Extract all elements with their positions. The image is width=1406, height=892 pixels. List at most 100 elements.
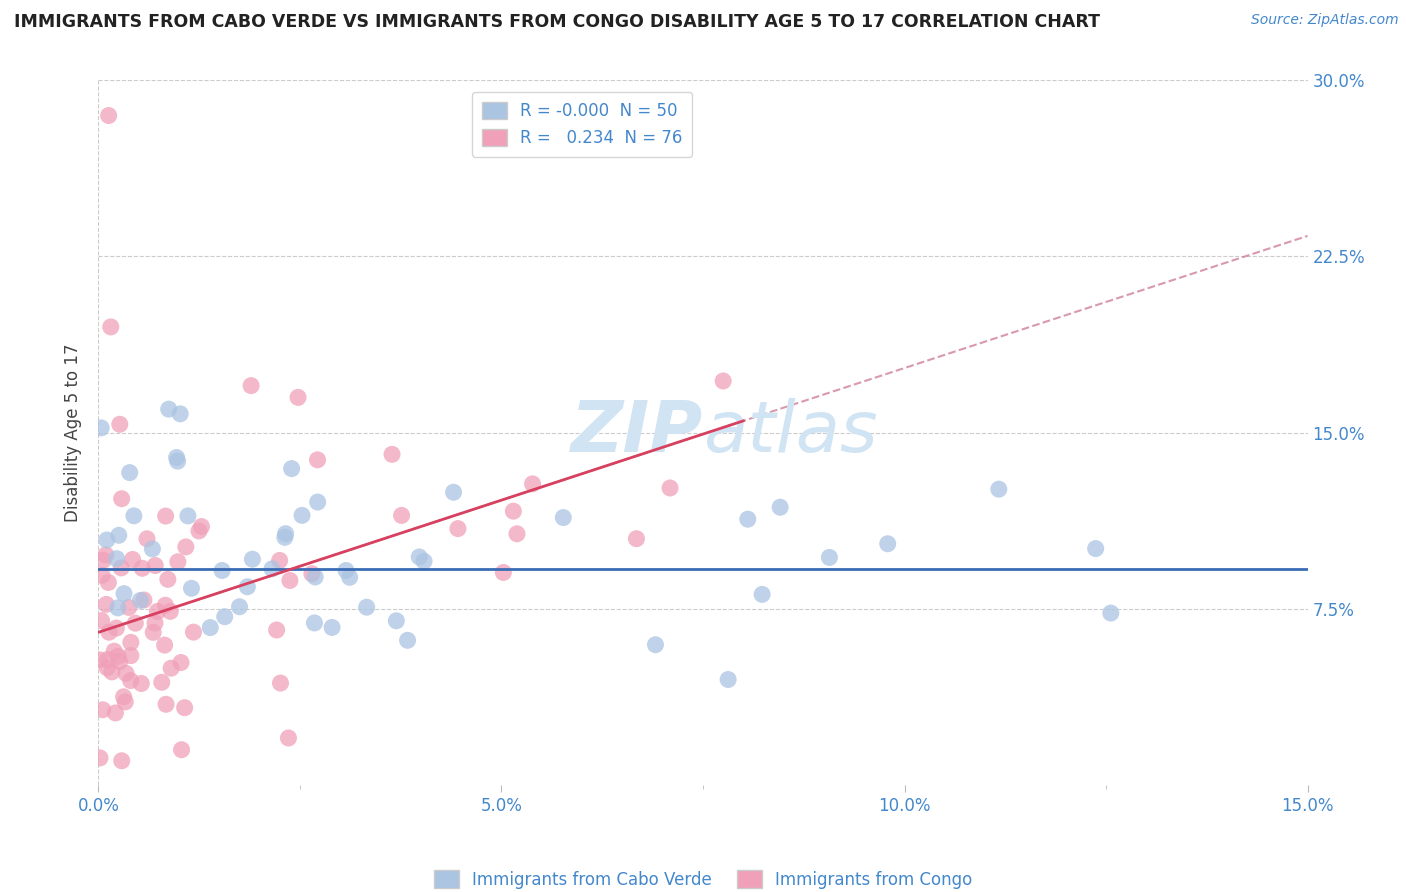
Point [408, 549, 430, 564]
Point [105, 551, 128, 566]
Point [129, 593, 152, 607]
Point [274, 526, 297, 541]
Point [166, 454, 188, 468]
Point [274, 530, 297, 544]
Point [96, 533, 118, 547]
Point [89, 653, 111, 667]
Point [240, 378, 263, 392]
Point [447, 522, 470, 536]
Point [91, 568, 114, 582]
Point [492, 566, 515, 580]
Text: ZIP: ZIP [571, 398, 703, 467]
Point [110, 561, 132, 575]
Point [818, 550, 841, 565]
Point [169, 407, 191, 421]
Point [522, 476, 544, 491]
Point [356, 600, 378, 615]
Point [146, 604, 169, 618]
Point [94, 548, 117, 562]
Point [91, 553, 114, 567]
Point [644, 638, 666, 652]
Point [160, 661, 183, 675]
Point [711, 374, 734, 388]
Point [90, 421, 112, 435]
Point [112, 587, 135, 601]
Point [131, 561, 153, 575]
Point [385, 614, 408, 628]
Point [200, 621, 222, 635]
Point [156, 572, 179, 586]
Point [269, 553, 291, 567]
Point [321, 620, 343, 634]
Point [155, 598, 177, 612]
Y-axis label: Disability Age 5 to 17: Disability Age 5 to 17 [65, 343, 83, 522]
Point [228, 599, 250, 614]
Point [121, 552, 143, 566]
Point [96, 661, 118, 675]
Point [124, 616, 146, 631]
Point [108, 655, 131, 669]
Point [98, 625, 121, 640]
Point [142, 625, 165, 640]
Point [107, 600, 129, 615]
Point [91, 703, 114, 717]
Point [413, 554, 436, 568]
Point [307, 495, 329, 509]
Point [105, 621, 128, 635]
Point [553, 510, 575, 524]
Point [280, 461, 302, 475]
Point [769, 500, 792, 515]
Point [107, 649, 129, 664]
Text: IMMIGRANTS FROM CABO VERDE VS IMMIGRANTS FROM CONGO DISABILITY AGE 5 TO 17 CORRE: IMMIGRANTS FROM CABO VERDE VS IMMIGRANTS… [14, 13, 1099, 31]
Point [396, 633, 419, 648]
Point [443, 485, 465, 500]
Point [157, 402, 180, 417]
Point [120, 648, 142, 663]
Point [214, 609, 236, 624]
Point [304, 615, 326, 630]
Point [89, 751, 111, 765]
Point [141, 541, 163, 556]
Point [751, 587, 773, 601]
Point [381, 447, 404, 461]
Point [131, 676, 153, 690]
Point [242, 552, 264, 566]
Point [153, 638, 176, 652]
Point [159, 604, 181, 618]
Point [115, 666, 138, 681]
Point [114, 695, 136, 709]
Legend: Immigrants from Cabo Verde, Immigrants from Congo: Immigrants from Cabo Verde, Immigrants f… [427, 863, 979, 892]
Point [132, 593, 155, 607]
Point [287, 391, 309, 405]
Point [107, 528, 129, 542]
Point [1099, 606, 1122, 620]
Point [262, 562, 284, 576]
Point [170, 656, 193, 670]
Point [150, 675, 173, 690]
Point [278, 574, 301, 588]
Point [737, 512, 759, 526]
Point [187, 524, 209, 538]
Point [190, 519, 212, 533]
Point [266, 623, 288, 637]
Point [506, 526, 529, 541]
Point [104, 706, 127, 720]
Point [100, 320, 122, 334]
Point [112, 690, 135, 704]
Point [301, 566, 323, 581]
Point [502, 504, 524, 518]
Point [987, 482, 1010, 496]
Point [96, 598, 118, 612]
Point [97, 652, 120, 666]
Point [90, 614, 112, 628]
Point [111, 491, 134, 506]
Point [391, 508, 413, 523]
Point [155, 698, 177, 712]
Point [307, 453, 329, 467]
Point [118, 466, 141, 480]
Point [97, 109, 120, 123]
Point [167, 555, 190, 569]
Point [174, 540, 197, 554]
Point [143, 615, 166, 630]
Point [166, 450, 188, 465]
